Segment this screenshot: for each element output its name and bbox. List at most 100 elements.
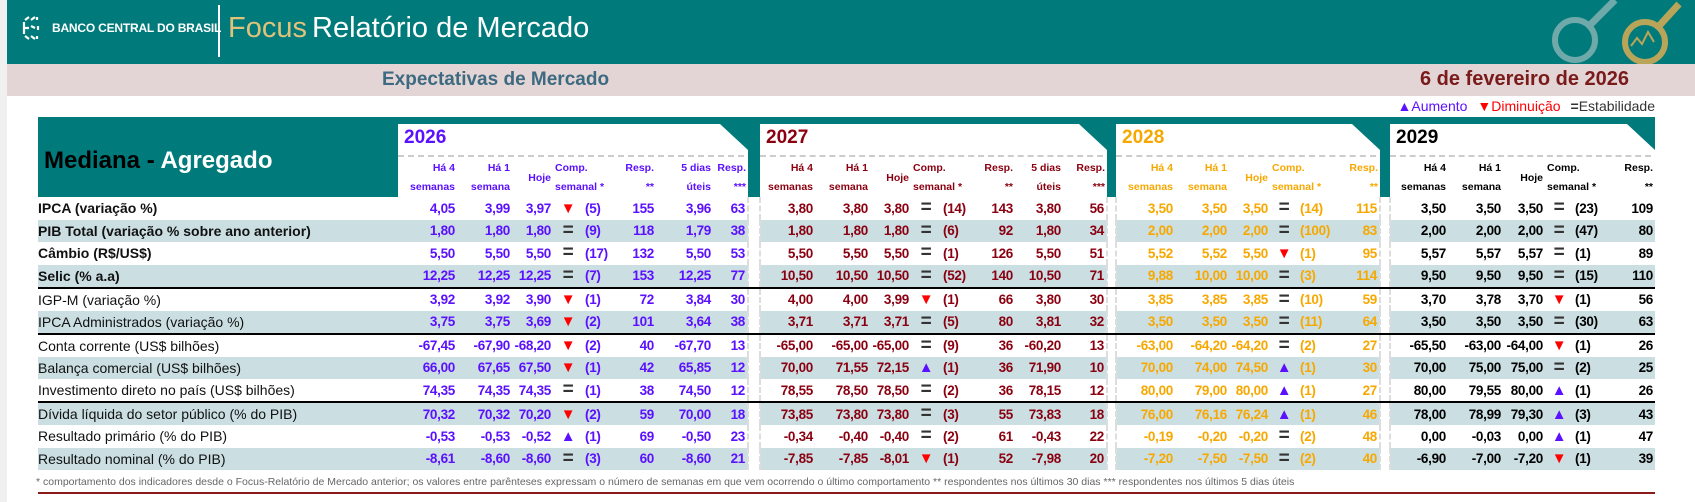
trend-cell: ▼: [1545, 332, 1573, 357]
weeks-count: (1): [941, 447, 979, 470]
magnifier-decoration-icon: [1552, 0, 1682, 64]
trend-cell: =: [911, 310, 941, 334]
year-tab-2026: 2026 Há 4 semanas Há 1 semana Hoje Comp. semana…: [398, 124, 748, 197]
triangle-up-icon: ▲: [1276, 405, 1292, 423]
value-today: -0,20: [1238, 428, 1269, 444]
column-header-line: Hoje: [886, 171, 909, 184]
value-4-weeks-ago: 2,00: [1390, 219, 1448, 242]
value-today: 5,50: [525, 245, 551, 261]
value-4-weeks-ago: 1,80: [398, 219, 457, 242]
column-header: Há 4 semanas: [760, 159, 815, 197]
equals-icon: =: [920, 197, 932, 219]
respondents-30d: 27: [1340, 332, 1380, 357]
column-header-line: semanas: [768, 181, 813, 193]
column-header-line: **: [1004, 181, 1013, 193]
respondents-5d: 13: [1063, 332, 1107, 357]
value-1-week-ago: 70,32: [457, 401, 512, 425]
weeks-count: (2): [1298, 332, 1340, 357]
legend-decrease: ▼Diminuição: [1477, 98, 1560, 114]
value-1-week-ago: 10,00: [1175, 264, 1229, 288]
column-header: Hoje: [1229, 159, 1270, 197]
respondents-30d: 89: [1638, 245, 1654, 261]
top-bar: [7, 0, 1695, 64]
respondents-30d: 60: [620, 447, 656, 470]
block-gap: [747, 264, 761, 288]
block-gap: [1379, 425, 1391, 448]
column-header-line: Há 4: [1423, 162, 1446, 174]
triangle-down-icon: ▼: [1551, 337, 1567, 354]
value-4-weeks-ago: 70,32: [398, 401, 457, 425]
indicator-label: IGP-M (variação %): [38, 286, 398, 311]
column-header-line: Comp.: [913, 162, 946, 174]
value-1-week-ago: -63,00: [1448, 332, 1503, 357]
trend-cell: =: [553, 219, 583, 242]
weeks-count: (11): [1298, 310, 1340, 334]
year-label: 2029: [1396, 127, 1439, 148]
year-label: 2028: [1122, 127, 1165, 148]
block-gap: [1106, 401, 1117, 425]
value-1-week-ago: 3,75: [457, 310, 512, 334]
weeks-count: (17): [585, 245, 608, 261]
trend-cell: ▲: [1270, 401, 1298, 425]
trend-cell: ▼: [553, 332, 583, 357]
respondents-30d: 38: [639, 382, 655, 398]
legend: ▲Aumento ▼Diminuição =Estabilidade: [1398, 98, 1655, 114]
respondents-5d: 13: [713, 332, 748, 357]
weeks-count: (2): [583, 401, 620, 425]
value-today: -0,52: [521, 428, 552, 444]
indicator-label: Resultado primário (% do PIB): [38, 428, 228, 445]
value-today: 80,00: [1510, 382, 1544, 398]
value-today: -64,00: [1503, 332, 1545, 357]
respondents-5d: 30: [713, 286, 748, 311]
weeks-count: (5): [585, 200, 601, 216]
value-today: -65,00: [870, 332, 911, 357]
column-header: 5 dias úteis: [1015, 159, 1063, 197]
block-gap: [1106, 447, 1117, 470]
weeks-count: (2): [1300, 428, 1316, 444]
value-1-week-ago: 1,80: [457, 219, 512, 242]
respondents-5d: 51: [1089, 245, 1105, 261]
weeks-count: (1): [585, 428, 601, 444]
respondents-5d: 12: [730, 382, 746, 398]
column-header: Há 4 semanas: [1116, 159, 1175, 197]
column-header: Há 1 semana: [1175, 159, 1229, 197]
value-4-weeks-ago: 1,80: [760, 219, 815, 242]
respondents-30d: 40: [620, 332, 656, 357]
column-header-line: 5 dias: [1031, 162, 1061, 174]
indicator-label: IPCA (variação %): [38, 200, 158, 217]
trend-cell: =: [1545, 242, 1573, 265]
respondents-30d: 101: [620, 310, 656, 334]
weeks-count: (1): [1300, 245, 1316, 261]
value-today: 3,50: [1229, 310, 1270, 334]
weeks-count: (2): [583, 310, 620, 334]
respondents-30d: 27: [1362, 382, 1378, 398]
triangle-down-icon: ▼: [560, 313, 576, 330]
value-1-week-ago: 75,00: [1448, 356, 1503, 379]
triangle-down-icon: ▼: [918, 291, 934, 308]
trend-cell: ▲: [1270, 356, 1298, 379]
value-4-weeks-ago: 3,85: [1116, 286, 1175, 311]
column-header-line: Resp.: [717, 162, 746, 174]
value-today: 3,99: [870, 286, 911, 311]
trend-cell: ▲: [1545, 379, 1573, 402]
column-header: Resp. **: [1613, 159, 1655, 197]
page-border: [0, 0, 7, 502]
weeks-count: (7): [583, 264, 620, 288]
value-1-week-ago: 3,80: [842, 200, 868, 216]
block-gap: [1379, 286, 1391, 311]
value-4-weeks-ago: 5,57: [1420, 245, 1446, 261]
column-header: Resp. **: [1340, 159, 1380, 197]
triangle-down-icon: ▼: [560, 291, 576, 308]
respondents-30d: 140: [979, 264, 1015, 288]
dashed-divider: [398, 155, 744, 157]
value-1-week-ago: 3,92: [457, 286, 512, 311]
column-header: Comp. semanal *: [553, 159, 620, 197]
value-today: 5,57: [1517, 245, 1543, 261]
value-today: 78,50: [876, 382, 910, 398]
value-1-week-ago: -0,40: [838, 428, 869, 444]
value-1-week-ago: 78,50: [835, 382, 869, 398]
indicator-label: PIB Total (variação % sobre ano anterior…: [38, 219, 398, 242]
table-title-part2: Agregado: [160, 147, 273, 174]
value-1-week-ago: 4,00: [815, 286, 870, 311]
column-header-line: Resp.: [984, 162, 1013, 174]
